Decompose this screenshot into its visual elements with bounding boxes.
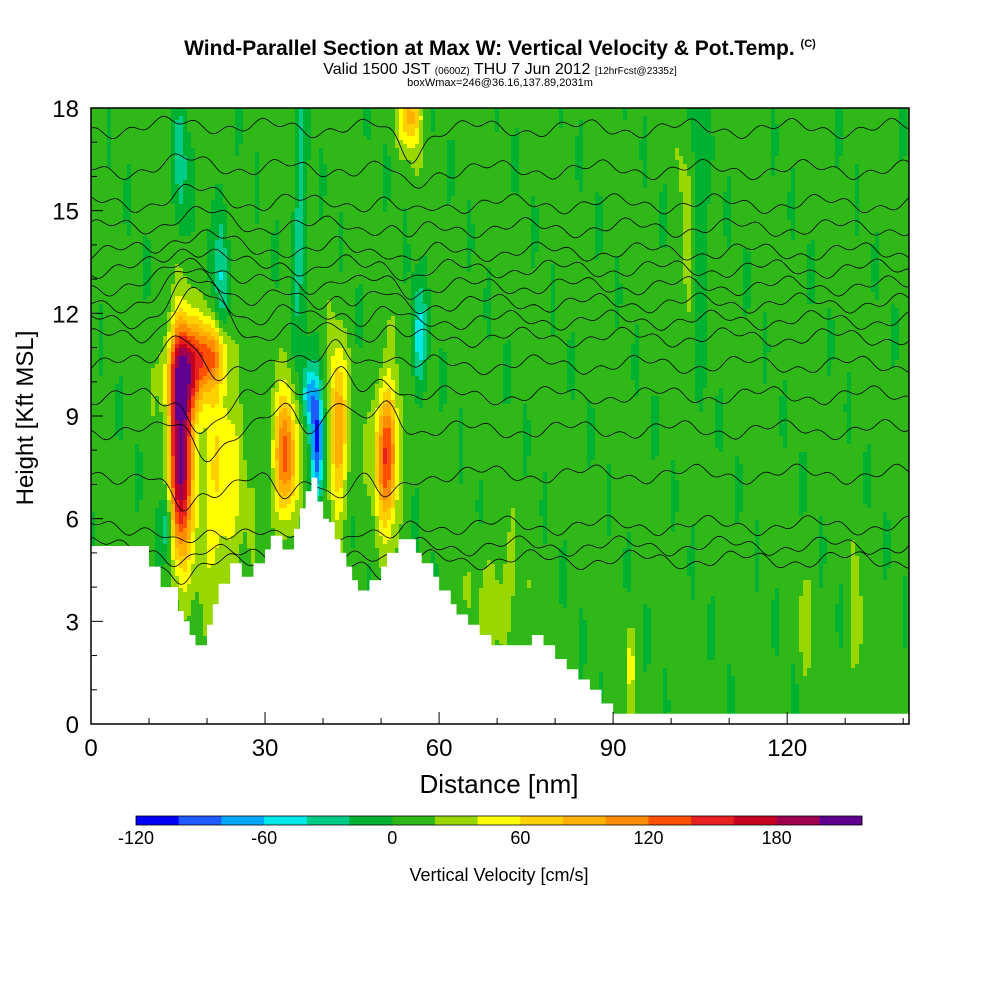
x-axis-label: Distance [nm] [420, 769, 579, 799]
colorbar-tick-label: 60 [510, 828, 530, 848]
colorbar-segment [221, 816, 264, 825]
x-tick-label: 60 [426, 735, 453, 762]
colorbar-segment [435, 816, 478, 825]
colorbar-tick-label: 0 [387, 828, 397, 848]
y-axis-label: Height [Kft MSL] [12, 331, 39, 506]
colorbar-segment [520, 816, 563, 825]
colorbar-segment [691, 816, 734, 825]
y-tick-label: 0 [66, 712, 79, 739]
x-tick-label: 0 [84, 735, 97, 762]
colorbar-segment [307, 816, 350, 825]
colorbar-segment [734, 816, 777, 825]
x-tick-label: 30 [252, 735, 279, 762]
colorbar-tick-label: -60 [251, 828, 277, 848]
colorbar-tick-label: 120 [633, 828, 663, 848]
y-tick-label: 15 [52, 199, 79, 226]
colorbar-segment [136, 816, 179, 825]
y-tick-label: 9 [66, 404, 79, 431]
x-tick-label: 120 [767, 735, 807, 762]
colorbar-tick-label: 180 [762, 828, 792, 848]
colorbar-segment [606, 816, 649, 825]
colorbar-segment [264, 816, 307, 825]
y-tick-label: 12 [52, 301, 79, 328]
colorbar-tick-label: -120 [118, 828, 154, 848]
colorbar-segment [350, 816, 393, 825]
x-tick-label: 90 [600, 735, 627, 762]
colorbar: -120 -60 0 60 120 180 [118, 816, 862, 848]
colorbar-segment [777, 816, 820, 825]
cross-section-chart: 0 30 60 90 120 0 3 6 9 12 15 18 Distance [nm] Heigh… [0, 0, 1000, 1000]
colorbar-segment [648, 816, 691, 825]
colorbar-segment [819, 816, 862, 825]
y-tick-label: 6 [66, 507, 79, 534]
colorbar-label: Vertical Velocity [cm/s] [409, 865, 588, 885]
colorbar-segment [563, 816, 606, 825]
colorbar-segment [392, 816, 435, 825]
colorbar-segment [179, 816, 222, 825]
colorbar-segment [478, 816, 521, 825]
y-tick-label: 18 [52, 96, 79, 123]
y-tick-label: 3 [66, 609, 79, 636]
